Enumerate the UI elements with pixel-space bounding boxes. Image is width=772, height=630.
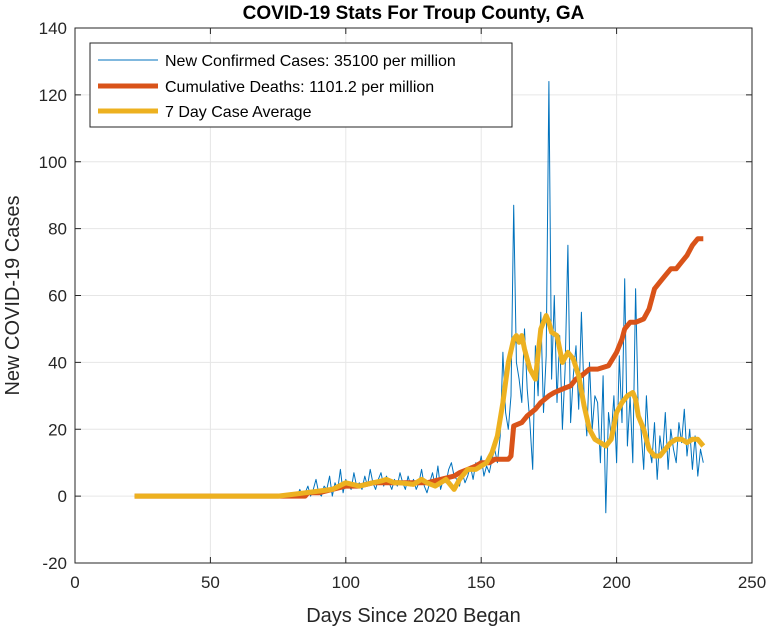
y-tick-label: 100 (39, 153, 67, 172)
y-tick-label: -20 (42, 554, 67, 573)
series-line-7day-average (134, 313, 706, 499)
legend-box (89, 42, 513, 128)
legend-label-new-cases: New Confirmed Cases: 35100 per million (165, 53, 456, 70)
x-tick-label: 50 (201, 573, 220, 592)
series-layer (134, 81, 706, 514)
x-tick-label: 0 (70, 573, 79, 592)
x-tick-label: 100 (332, 573, 360, 592)
y-tick-label: 40 (48, 353, 67, 372)
legend-label-cumulative-deaths: Cumulative Deaths: 1101.2 per million (165, 79, 434, 96)
y-tick-label: 120 (39, 86, 67, 105)
y-tick-label: 140 (39, 19, 67, 38)
legend: New Confirmed Cases: 35100 per million C… (89, 42, 513, 128)
y-tick-label: 60 (48, 287, 67, 306)
legend-label-7day-average: 7 Day Case Average (165, 104, 312, 121)
y-tick-label: 80 (48, 220, 67, 239)
x-axis-label: Days Since 2020 Began (306, 605, 521, 627)
y-tick-label: 20 (48, 420, 67, 439)
x-tick-label: 200 (602, 573, 630, 592)
x-tick-label: 250 (738, 573, 766, 592)
x-tick-label: 150 (467, 573, 495, 592)
y-tick-label: 0 (58, 487, 67, 506)
chart-title: COVID-19 Stats For Troup County, GA (243, 3, 585, 24)
y-axis-label: New COVID-19 Cases (2, 195, 24, 395)
